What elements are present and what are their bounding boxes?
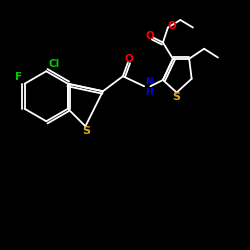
Text: F: F (15, 72, 22, 83)
Text: O: O (146, 31, 154, 41)
Text: N
H: N H (145, 77, 152, 97)
Text: O: O (167, 21, 176, 31)
Text: Cl: Cl (48, 59, 60, 69)
Text: O: O (125, 54, 134, 64)
Text: S: S (173, 92, 181, 102)
Text: S: S (83, 126, 91, 136)
